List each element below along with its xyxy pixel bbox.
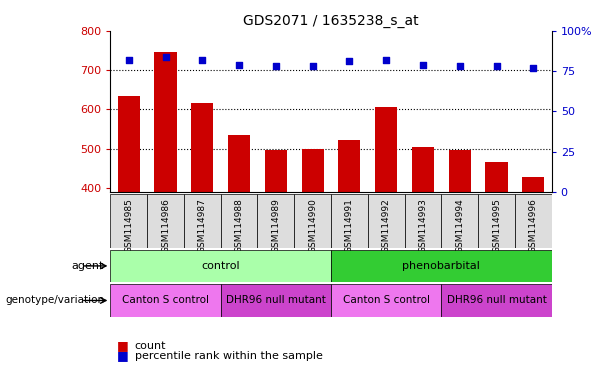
Bar (522, 177, 544, 346)
Bar (184, 194, 221, 248)
Point (161, 53, 170, 60)
Text: GSM114990: GSM114990 (308, 198, 317, 253)
Text: percentile rank within the sample: percentile rank within the sample (135, 351, 322, 361)
Text: Canton S control: Canton S control (122, 295, 209, 306)
Bar (221, 284, 331, 317)
Text: ■: ■ (116, 339, 128, 352)
Text: GSM114986: GSM114986 (161, 198, 170, 253)
Text: GSM114988: GSM114988 (235, 198, 243, 253)
Text: ■: ■ (116, 349, 128, 362)
Text: GSM114992: GSM114992 (382, 198, 390, 253)
Bar (221, 194, 257, 248)
Text: GSM114996: GSM114996 (529, 198, 538, 253)
Point (124, 57, 134, 63)
Bar (441, 284, 552, 317)
Text: DHR96 null mutant: DHR96 null mutant (447, 295, 546, 306)
Text: DHR96 null mutant: DHR96 null mutant (226, 295, 326, 306)
Text: GSM114989: GSM114989 (272, 198, 280, 253)
Text: GSM114985: GSM114985 (124, 198, 133, 253)
Bar (338, 140, 360, 346)
Text: genotype/variation: genotype/variation (5, 295, 104, 306)
Bar (302, 149, 324, 346)
Point (308, 63, 318, 69)
Bar (449, 149, 471, 346)
Point (345, 58, 354, 65)
Bar (118, 96, 140, 346)
Text: count: count (135, 341, 166, 351)
Text: GSM114987: GSM114987 (198, 198, 207, 253)
Title: GDS2071 / 1635238_s_at: GDS2071 / 1635238_s_at (243, 14, 419, 28)
Point (492, 63, 501, 69)
Text: GSM114994: GSM114994 (455, 198, 464, 253)
Text: GSM114991: GSM114991 (345, 198, 354, 253)
Bar (412, 147, 434, 346)
Bar (228, 135, 250, 346)
Bar (368, 194, 405, 248)
Point (418, 61, 428, 68)
Bar (257, 194, 294, 248)
Point (528, 65, 538, 71)
Bar (191, 104, 213, 346)
Bar (515, 194, 552, 248)
Text: control: control (201, 261, 240, 271)
Bar (154, 52, 177, 346)
Bar (265, 149, 287, 346)
Point (234, 61, 244, 68)
Bar (405, 194, 441, 248)
Point (381, 57, 391, 63)
Bar (331, 284, 441, 317)
Text: Canton S control: Canton S control (343, 295, 430, 306)
Bar (485, 162, 508, 346)
Bar (110, 194, 147, 248)
Bar (375, 107, 397, 346)
Point (271, 63, 281, 69)
Bar (331, 250, 552, 282)
Bar (294, 194, 331, 248)
Text: GSM114993: GSM114993 (419, 198, 427, 253)
Point (455, 63, 465, 69)
Bar (331, 194, 368, 248)
Bar (110, 284, 221, 317)
Text: phenobarbital: phenobarbital (402, 261, 481, 271)
Bar (441, 194, 478, 248)
Point (197, 57, 207, 63)
Bar (110, 250, 331, 282)
Text: agent: agent (72, 261, 104, 271)
Bar (478, 194, 515, 248)
Text: GSM114995: GSM114995 (492, 198, 501, 253)
Bar (147, 194, 184, 248)
